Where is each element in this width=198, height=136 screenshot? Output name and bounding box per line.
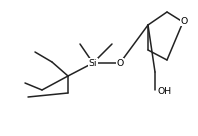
- Text: O: O: [180, 16, 188, 26]
- Text: O: O: [116, 58, 124, 67]
- Text: Si: Si: [89, 58, 97, 67]
- Text: OH: OH: [158, 86, 172, 95]
